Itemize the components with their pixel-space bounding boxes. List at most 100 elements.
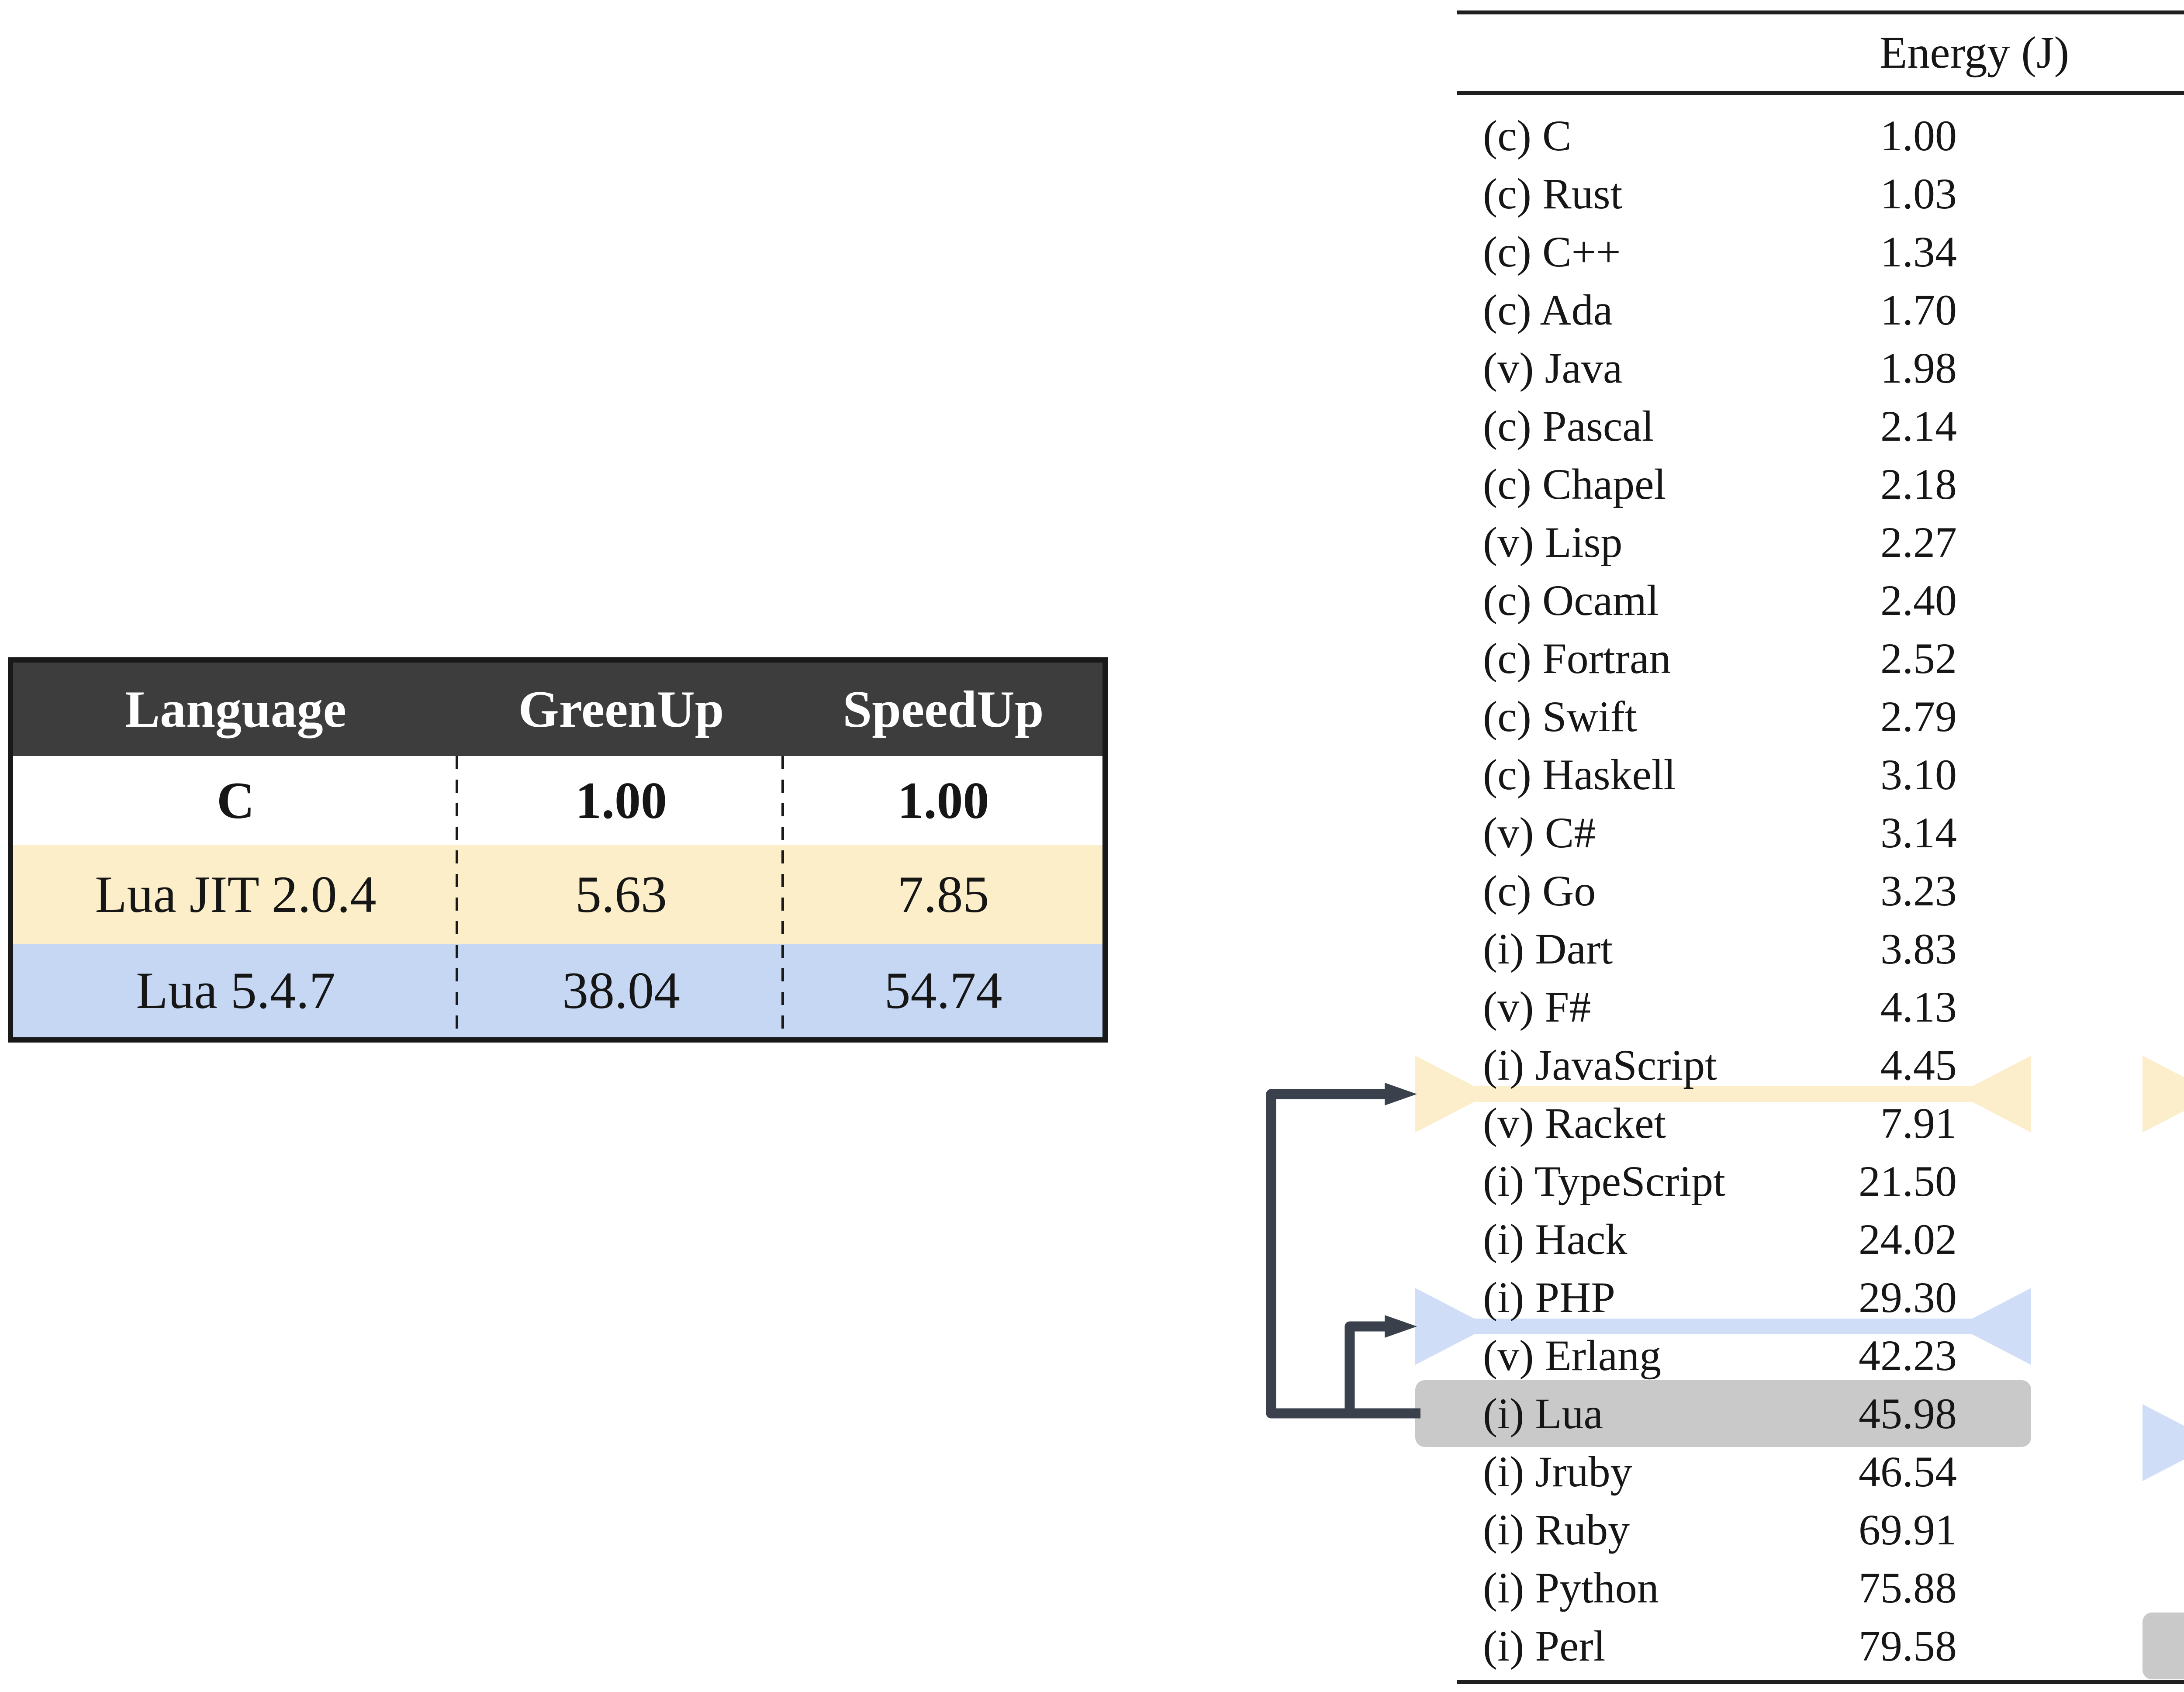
value-cell: 46.54 — [1859, 1447, 1957, 1496]
table-row: (v) Erlang 42.23 — [1483, 1326, 1957, 1385]
language-label: (v) Lisp — [1483, 518, 1623, 566]
value-cell: 7.91 — [1880, 1098, 1957, 1147]
language-label: (v) Java — [1483, 343, 1623, 392]
table-row: (c) Swift 2.79 — [1483, 687, 1957, 746]
table-row: (c) Fortran 2.52 — [1483, 629, 1957, 687]
language-label: (v) Racket — [1483, 1098, 1666, 1147]
table-row: (i) Ruby 69.91 — [1483, 1501, 1957, 1559]
arrow-energy-lua547-line — [1344, 1321, 1386, 1413]
language-cell: Lua JIT 2.0.4 — [95, 865, 377, 923]
lua-row-highlight-time — [2143, 1613, 2184, 1679]
value-cell: 3.23 — [1880, 866, 1957, 915]
language-label: (c) Fortran — [1483, 634, 1671, 683]
ranking-table: Energy (J) Time (ms) (c) C 1.00 (c) Rust… — [1457, 0, 2184, 1692]
language-label: (c) Ada — [1483, 285, 1613, 334]
comparison-table: Language GreenUp SpeedUp C 1.00 1.00 Lua… — [8, 657, 1108, 1043]
language-label: (i) Lua — [1483, 1389, 1603, 1438]
language-label: (i) JavaScript — [1483, 1040, 1717, 1089]
lua-row-highlight-energy — [1415, 1380, 2031, 1447]
speedup-cell: 54.74 — [884, 961, 1002, 1019]
table-top-rule — [1457, 10, 2184, 14]
language-label: (c) Rust — [1483, 169, 1623, 218]
value-cell: 24.02 — [1859, 1215, 1957, 1264]
value-cell: 1.34 — [1880, 227, 1957, 276]
luajit-insert-band-time — [2143, 1056, 2184, 1133]
language-label: (i) PHP — [1483, 1273, 1615, 1322]
table-row: (v) Lisp 2.27 — [1483, 513, 1957, 571]
language-label: (c) Pascal — [1483, 401, 1654, 450]
lua547-insert-band-energy — [1415, 1288, 2031, 1365]
value-cell: 4.13 — [1880, 982, 1957, 1031]
language-label: (i) TypeScript — [1483, 1157, 1725, 1205]
value-cell: 1.00 — [1880, 111, 1957, 160]
language-label: (i) Hack — [1483, 1215, 1628, 1264]
value-cell: 42.23 — [1859, 1331, 1957, 1380]
table-row: (v) F# 4.13 — [1483, 978, 1957, 1036]
table-row: (v) Racket 7.91 — [1483, 1094, 1957, 1152]
value-cell: 79.58 — [1859, 1621, 1957, 1670]
language-label: (c) C++ — [1483, 227, 1621, 276]
greenup-cell: 38.04 — [562, 961, 680, 1019]
comparison-row-c: C 1.00 1.00 — [13, 756, 1102, 845]
table-row: (i) Jruby 46.54 — [1483, 1443, 1957, 1501]
energy-column-header: Energy (J) — [1879, 28, 2070, 78]
luajit-insert-band-energy — [1415, 1056, 2031, 1133]
value-cell: 2.18 — [1880, 459, 1957, 508]
column-divider-dashed — [456, 756, 458, 1037]
header-greenup: GreenUp — [518, 680, 724, 738]
table-row: (i) Lua 45.98 — [1483, 1385, 1957, 1443]
table-row: (c) Ocaml 2.40 — [1483, 571, 1957, 629]
table-row: (c) Chapel 2.18 — [1483, 455, 1957, 513]
greenup-cell: 1.00 — [575, 771, 667, 829]
language-label: (c) Ocaml — [1483, 576, 1659, 625]
language-label: (c) Haskell — [1483, 750, 1676, 799]
language-label: (i) Dart — [1483, 924, 1613, 973]
table-bottom-rule — [1457, 1680, 2184, 1684]
value-cell: 2.79 — [1880, 692, 1957, 741]
greenup-cell: 5.63 — [575, 865, 667, 923]
language-label: (c) Chapel — [1483, 459, 1666, 508]
language-label: (i) Ruby — [1483, 1505, 1630, 1554]
value-cell: 29.30 — [1859, 1273, 1957, 1322]
table-row: (c) C 1.00 — [1483, 107, 1957, 165]
value-cell: 2.52 — [1880, 634, 1957, 683]
table-row: (i) Hack 24.02 — [1483, 1210, 1957, 1268]
comparison-header-row: Language GreenUp SpeedUp — [13, 663, 1102, 756]
language-cell: C — [217, 771, 255, 829]
language-cell: Lua 5.4.7 — [136, 961, 335, 1019]
table-mid-rule — [1457, 91, 2184, 95]
language-label: (i) Jruby — [1483, 1447, 1632, 1496]
table-row: (c) Rust 1.03 — [1483, 165, 1957, 223]
lua547-insert-band-time — [2143, 1404, 2184, 1481]
value-cell: 69.91 — [1859, 1505, 1957, 1554]
value-cell: 2.27 — [1880, 518, 1957, 566]
value-cell: 21.50 — [1859, 1157, 1957, 1205]
value-cell: 2.14 — [1880, 401, 1957, 450]
table-row: (i) PHP 29.30 — [1483, 1268, 1957, 1326]
language-label: (i) Python — [1483, 1563, 1659, 1612]
table-row: (c) Haskell 3.10 — [1483, 746, 1957, 804]
table-row: (i) Python 75.88 — [1483, 1559, 1957, 1617]
value-cell: 1.98 — [1880, 343, 1957, 392]
table-row: (i) JavaScript 4.45 — [1483, 1036, 1957, 1094]
table-row: (v) Java 1.98 — [1483, 339, 1957, 397]
language-label: (v) Erlang — [1483, 1331, 1662, 1380]
header-speedup: SpeedUp — [843, 680, 1044, 738]
language-label: (v) F# — [1483, 982, 1591, 1031]
speedup-cell: 1.00 — [897, 771, 989, 829]
table-row: (c) Go 3.23 — [1483, 862, 1957, 920]
table-row: (i) Dart 3.83 — [1483, 920, 1957, 978]
header-language: Language — [125, 680, 346, 738]
column-divider-dashed — [781, 756, 784, 1037]
table-row: (i) Perl 79.58 — [1483, 1617, 1957, 1675]
language-label: (c) Go — [1483, 866, 1596, 915]
value-cell: 3.10 — [1880, 750, 1957, 799]
arrow-head-energy-luajit — [1385, 1083, 1417, 1105]
value-cell: 4.45 — [1880, 1040, 1957, 1089]
speedup-cell: 7.85 — [897, 865, 989, 923]
value-cell: 3.14 — [1880, 808, 1957, 857]
value-cell: 3.83 — [1880, 924, 1957, 973]
energy-ranking-column: (c) C 1.00 (c) Rust 1.03 (c) C++ 1.34 (c… — [1483, 107, 1957, 1675]
